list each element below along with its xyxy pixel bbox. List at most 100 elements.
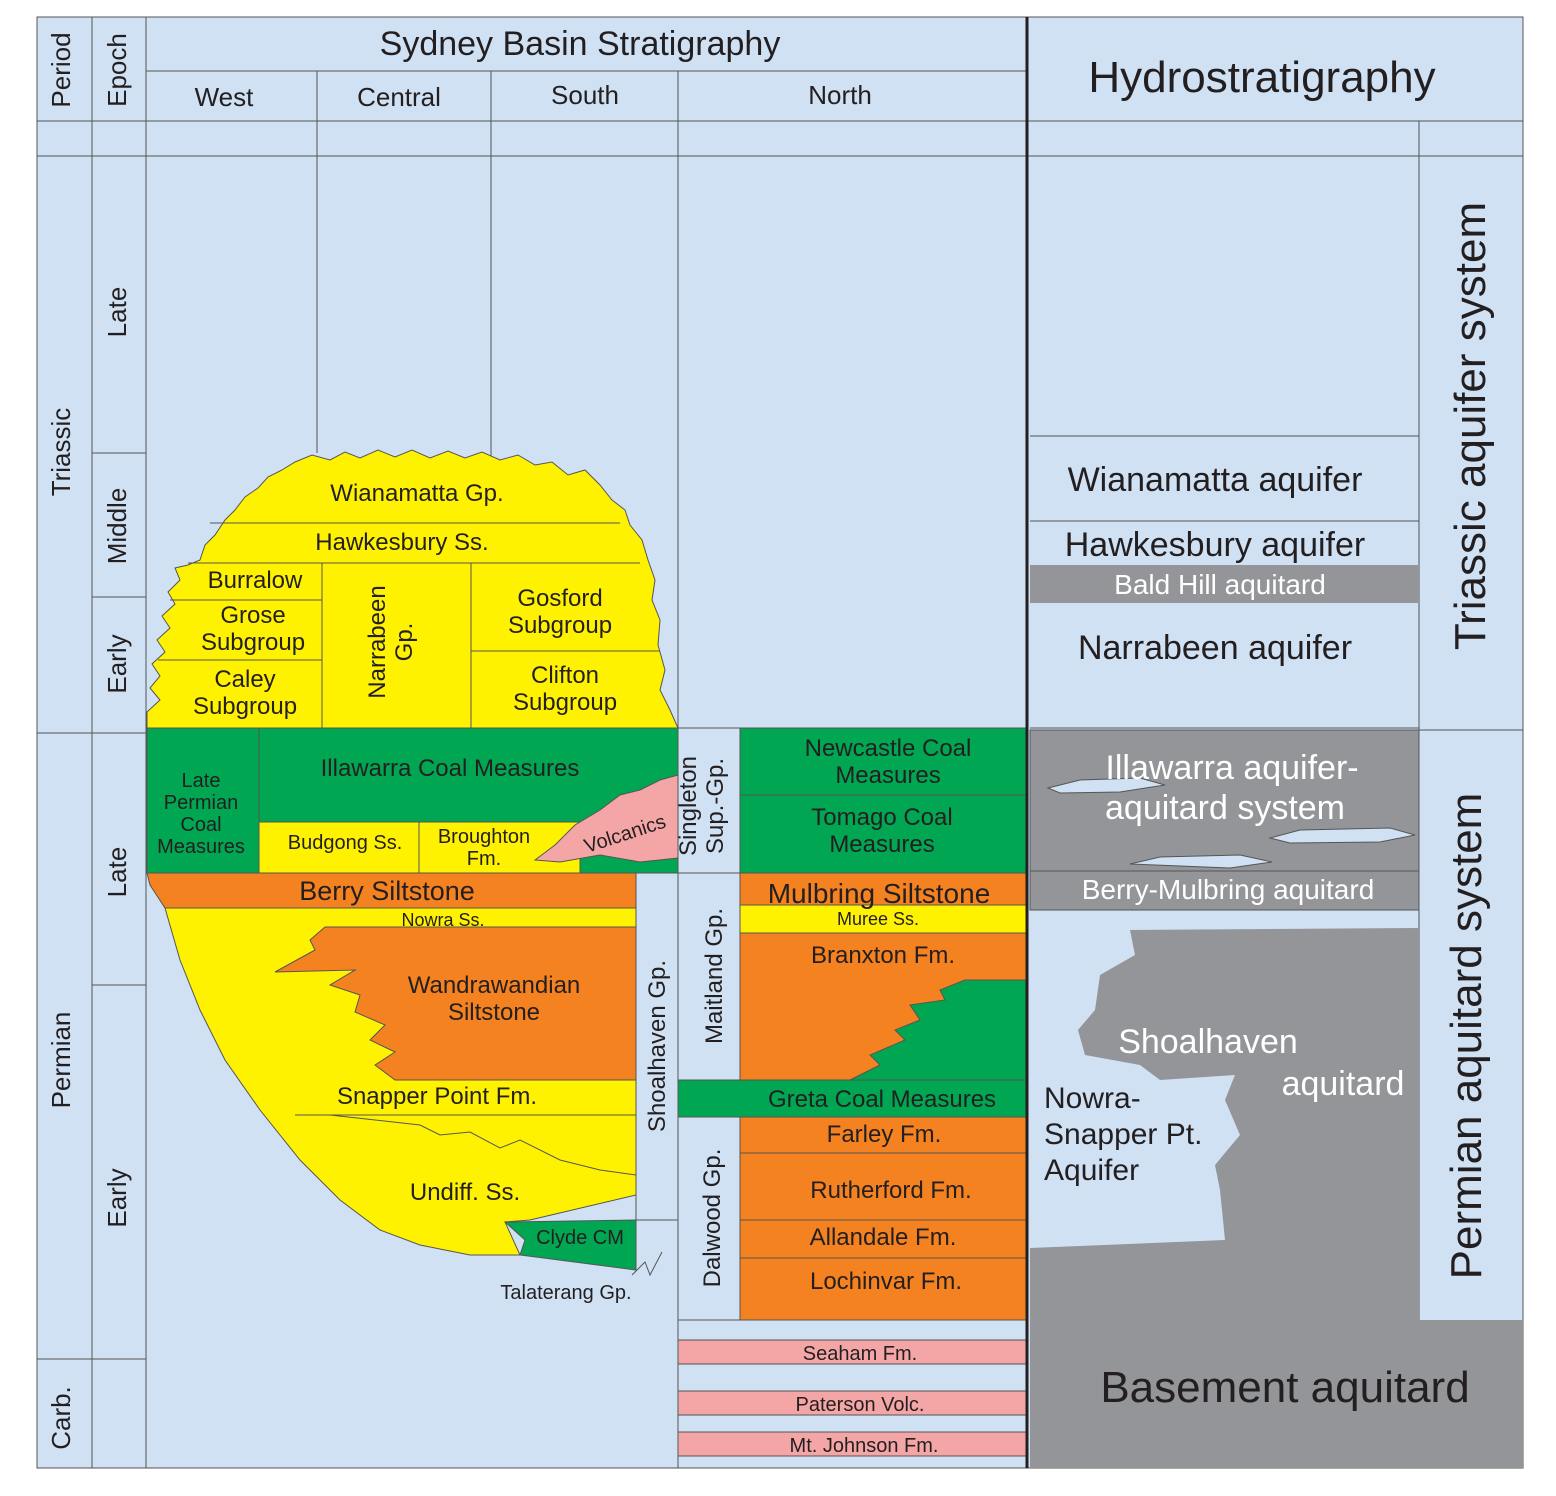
label-line: aquitard system [1105, 789, 1345, 827]
label-line: Nowra- [1044, 1082, 1141, 1115]
label: Clifton Subgroup [513, 662, 617, 716]
cell [1030, 565, 1419, 603]
label: Late [102, 287, 132, 338]
label-line: Narrabeen [364, 585, 391, 698]
unit-shape [1129, 854, 1273, 869]
label-line: Singleton [675, 756, 702, 856]
label: Budgong Ss. [288, 832, 403, 854]
label-line: Subgroup [201, 629, 305, 656]
label: Undiff. Ss. [410, 1179, 520, 1206]
label: Carb. [46, 1386, 76, 1450]
label: Berry-Mulbring aquitard [1082, 874, 1375, 905]
label: Nowra-Snapper Pt. Aquifer [1044, 1082, 1202, 1187]
label: Epoch [102, 33, 132, 107]
label: Allandale Fm. [810, 1224, 957, 1251]
label-line: Measures [835, 762, 940, 789]
label: Triassic aquifer system [1446, 202, 1495, 650]
label: Lochinvar Fm. [810, 1268, 962, 1295]
cell [1029, 870, 1420, 911]
label: Wandrawandian Siltstone [408, 972, 581, 1026]
label: Caley Subgroup [193, 666, 297, 720]
label: Branxton Fm. [811, 942, 955, 969]
label: Sydney Basin Stratigraphy [380, 25, 781, 63]
group [740, 1152, 1027, 1259]
unit-shape [274, 926, 637, 1081]
cell [677, 1431, 1028, 1457]
label: Early [102, 1168, 132, 1227]
group [158, 522, 660, 730]
unit-shape [1030, 928, 1419, 1320]
label: Late Permian Coal Measures [157, 770, 245, 858]
label: Early [102, 634, 132, 693]
label: Permian aquitard system [1442, 793, 1491, 1280]
label: Shoalhaven [1118, 1023, 1298, 1061]
label-line: Siltstone [448, 999, 540, 1026]
unit-shape [1268, 827, 1416, 844]
cell [635, 872, 679, 1221]
label: Burralow [208, 567, 303, 594]
label: NarrabeenGp. [364, 585, 418, 698]
label-line: Measures [829, 831, 934, 858]
cell [677, 1079, 1028, 1118]
label-line: Subgroup [193, 693, 297, 720]
label: Muree Ss. [837, 909, 919, 929]
label-line: Measures [157, 836, 245, 858]
label-line: Wandrawandian [408, 972, 581, 999]
label-line: Gp. [391, 623, 418, 662]
unit-shape [533, 774, 679, 863]
cell [1030, 1320, 1523, 1468]
unit-shape [1046, 777, 1166, 794]
label-line: Broughton [438, 826, 530, 848]
label: Bald Hill aquitard [1114, 569, 1326, 600]
label: Central [357, 82, 441, 112]
label-line: Sup.-Gp. [702, 758, 729, 854]
label: North [808, 80, 872, 110]
cell [677, 1390, 1028, 1416]
label: Newcastle Coal Measures [805, 735, 972, 789]
cell [1029, 729, 1420, 872]
label: SingletonSup.-Gp. [675, 756, 729, 856]
label: Farley Fm. [827, 1121, 942, 1148]
label: Gosford Subgroup [508, 585, 612, 639]
label-line: Clifton [531, 662, 599, 689]
label-line: Coal [180, 814, 221, 836]
label-line: Caley [214, 666, 275, 693]
label: Hydrostratigraphy [1088, 53, 1435, 102]
cell [677, 727, 741, 874]
unit-shape [503, 1219, 637, 1271]
label: Basement aquitard [1100, 1363, 1469, 1412]
label-line: Illawarra aquifer- [1105, 749, 1358, 787]
label: Nowra Ss. [401, 910, 484, 930]
label-line: Permian [164, 792, 238, 814]
label: Broughton Fm. [438, 826, 530, 870]
label: Shoalhaven Gp. [644, 960, 671, 1132]
label-line: Snapper Pt. [1044, 1118, 1202, 1151]
label: Narrabeen aquifer [1078, 629, 1352, 667]
cell [739, 727, 1028, 874]
label: Rutherford Fm. [810, 1177, 971, 1204]
label-line: Fm. [467, 848, 501, 870]
label: Wianamatta Gp. [330, 480, 503, 507]
label: Tomago Coal Measures [811, 804, 952, 858]
label: Illawarra Coal Measures [321, 755, 580, 782]
label-line: Subgroup [513, 689, 617, 716]
cell [739, 1116, 1028, 1321]
label: Period [46, 32, 76, 107]
label: Middle [102, 488, 132, 565]
label-line: Newcastle Coal [805, 735, 972, 762]
boundary [329, 1114, 637, 1176]
cell [677, 872, 741, 1081]
cell [677, 1116, 741, 1321]
label: Grose Subgroup [201, 602, 305, 656]
label: Snapper Point Fm. [337, 1083, 537, 1110]
label: Wianamatta aquifer [1068, 461, 1363, 499]
label-line: Subgroup [508, 612, 612, 639]
label: West [195, 82, 255, 112]
unit-shape [146, 872, 637, 909]
label-line: Late [182, 770, 221, 792]
label: Hawkesbury aquifer [1065, 526, 1365, 564]
label-line: Tomago Coal [811, 804, 952, 831]
label-line: Grose [220, 602, 285, 629]
